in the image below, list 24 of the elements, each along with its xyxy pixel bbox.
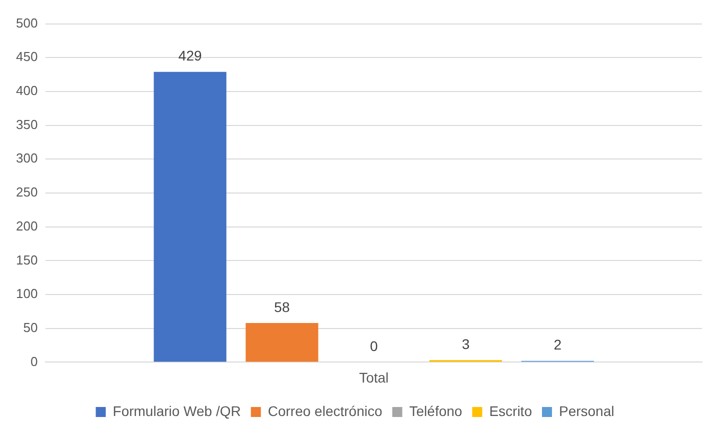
data-label: 58	[274, 298, 290, 315]
y-tick-label: 0	[30, 354, 38, 369]
legend-label: Correo electrónico	[268, 402, 382, 419]
data-label: 3	[462, 336, 470, 352]
legend-label: Teléfono	[409, 402, 462, 419]
y-tick-label: 150	[16, 252, 38, 268]
y-tick-label: 250	[16, 184, 38, 200]
y-tick-label: 400	[16, 83, 38, 98]
x-tick-label: Total	[359, 369, 389, 386]
legend-label: Formulario Web /QR	[112, 402, 241, 419]
data-label: 2	[554, 336, 562, 353]
y-tick-label: 50	[23, 320, 38, 335]
legend-label: Personal	[558, 402, 614, 419]
bar	[154, 72, 226, 362]
data-label: 429	[178, 48, 202, 64]
y-tick-label: 350	[16, 116, 38, 132]
data-label: 0	[370, 338, 378, 354]
y-tick-label: 500	[16, 15, 38, 30]
y-tick-label: 100	[16, 286, 38, 302]
y-tick-label: 450	[16, 49, 38, 64]
y-tick-label: 300	[16, 150, 38, 166]
bar	[246, 322, 318, 362]
y-tick-label: 200	[16, 218, 38, 234]
legend-label: Escrito	[489, 402, 532, 419]
